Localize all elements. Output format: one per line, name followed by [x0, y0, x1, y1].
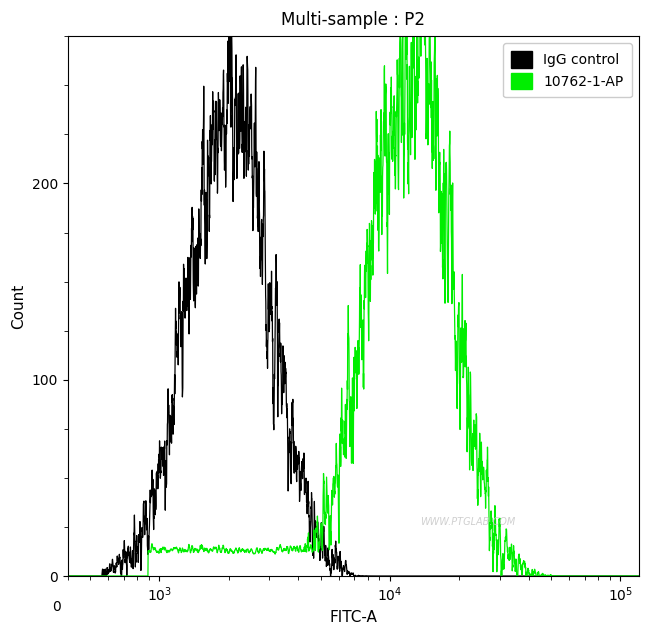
Legend: IgG control, 10762-1-AP: IgG control, 10762-1-AP [503, 43, 632, 97]
Title: Multi-sample : P2: Multi-sample : P2 [281, 11, 425, 29]
Text: 0: 0 [52, 600, 60, 614]
Y-axis label: Count: Count [11, 284, 26, 329]
Text: WWW.PTGLAB.COM: WWW.PTGLAB.COM [420, 517, 515, 527]
X-axis label: FITC-A: FITC-A [330, 610, 377, 625]
